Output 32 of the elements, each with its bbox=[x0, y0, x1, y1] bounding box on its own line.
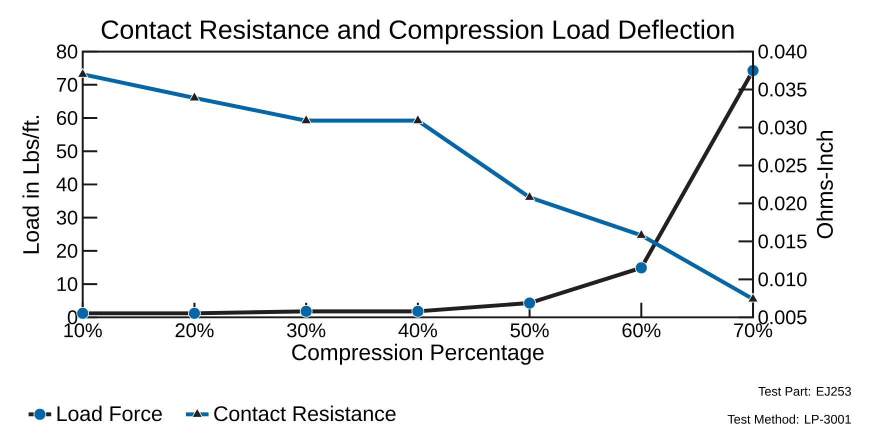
x-tick-label: 60% bbox=[622, 323, 660, 338]
y2-tick-label: 0.040 bbox=[758, 44, 807, 58]
y2-tick-label: 0.025 bbox=[758, 158, 806, 172]
y2-tick-label: 0.005 bbox=[758, 310, 806, 324]
y2-tick-label: 0.030 bbox=[758, 120, 807, 134]
y2-tick-label: 0.035 bbox=[758, 82, 806, 96]
x-tick-label: 70% bbox=[734, 323, 772, 338]
legend-label: Contact Resistance bbox=[214, 406, 396, 422]
x-axis-title: Compression Percentage bbox=[292, 344, 544, 365]
text: Test Method: LP-3001 bbox=[728, 414, 851, 424]
y-tick-label: 70 bbox=[57, 78, 78, 92]
x-tick-label: 20% bbox=[176, 323, 214, 338]
x-tick-label: 10% bbox=[64, 323, 102, 338]
y-tick-label: 80 bbox=[56, 44, 78, 58]
legend-label: Load Force bbox=[58, 406, 162, 422]
y2-tick-label: 0.010 bbox=[758, 272, 807, 286]
y2-axis-title: Ohms-Inch bbox=[816, 130, 833, 238]
y-tick-label: 50 bbox=[56, 144, 78, 158]
y-tick-label: 30 bbox=[56, 210, 78, 225]
y-tick-label: 0 bbox=[68, 310, 78, 324]
y-tick-label: 10 bbox=[58, 276, 78, 291]
y-tick-label: 60 bbox=[57, 110, 78, 125]
y2-tick-label: 0.020 bbox=[758, 196, 807, 210]
y-axis-title: Load in Lbs/ft. bbox=[22, 116, 39, 254]
text: Test Part: EJ253 bbox=[758, 386, 851, 396]
y-tick-label: 20 bbox=[56, 244, 78, 258]
x-tick-label: 50% bbox=[510, 323, 549, 338]
chart-title: Contact Resistance and Compression Load Deflection bbox=[102, 19, 734, 44]
x-tick-label: 40% bbox=[398, 323, 437, 338]
y-tick-label: 40 bbox=[56, 177, 78, 192]
y2-tick-label: 0.015 bbox=[758, 234, 806, 248]
x-tick-label: 30% bbox=[287, 323, 326, 338]
